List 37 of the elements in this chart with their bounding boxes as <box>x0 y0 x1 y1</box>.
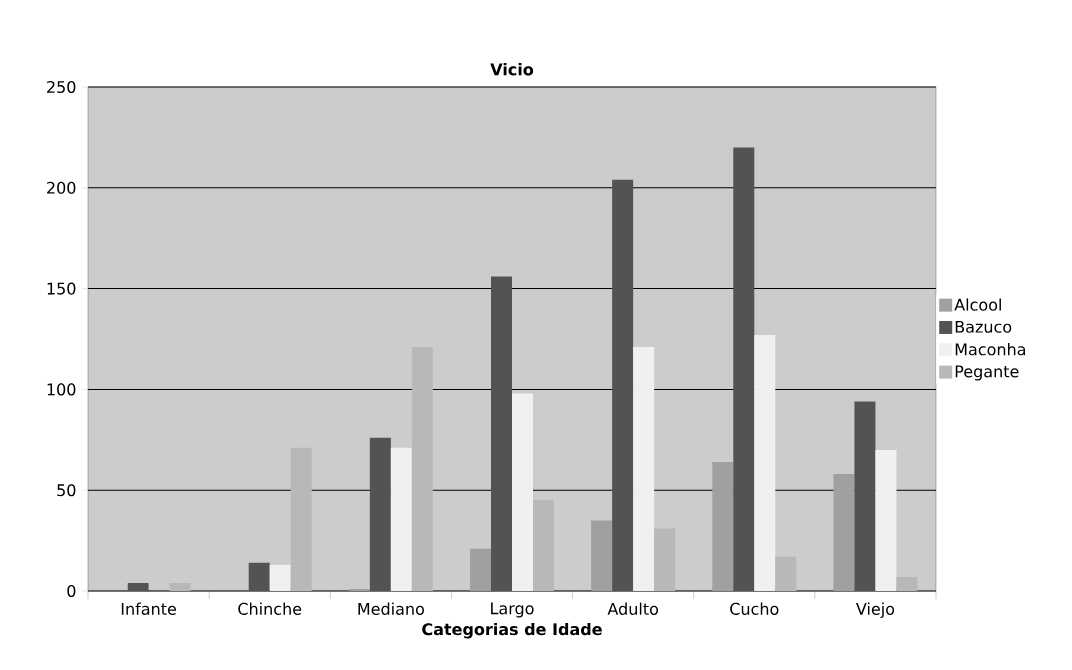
bar <box>896 576 918 591</box>
bar <box>411 347 433 591</box>
x-tick-label: Chinche <box>238 602 302 615</box>
bar <box>754 334 776 591</box>
legend-label: Pegante <box>955 365 1019 381</box>
bar <box>875 449 897 591</box>
x-tick-label: Mediano <box>358 602 424 615</box>
bar <box>533 500 554 591</box>
bar <box>712 461 734 591</box>
legend-label: Bazuco <box>955 320 1012 333</box>
y-tick-label: 200 <box>47 181 76 194</box>
bar <box>833 474 855 591</box>
y-tick-label: 250 <box>47 80 76 94</box>
x-tick-label: Cucho <box>730 602 779 615</box>
bar <box>512 393 533 591</box>
x-tick-label: Viejo <box>856 602 895 619</box>
bar <box>654 528 676 591</box>
y-tick-label: 50 <box>57 484 76 497</box>
bar <box>269 564 291 591</box>
chart-title: Vicio <box>490 63 534 76</box>
bar <box>470 548 491 591</box>
x-tick-label: Adulto <box>607 602 659 615</box>
x-axis-title: Categorias de Idade <box>422 622 602 639</box>
legend-label: Alcool <box>954 298 1001 311</box>
bar <box>591 520 613 591</box>
y-tick-label: 0 <box>67 584 76 598</box>
x-tick-label: Largo <box>491 602 534 618</box>
bar <box>633 347 655 591</box>
bar <box>390 447 412 591</box>
bar <box>348 588 370 591</box>
x-tick-label: Infante <box>121 602 176 615</box>
legend-label: Maconha <box>955 343 1026 356</box>
bar <box>290 447 312 591</box>
y-tick-label: 150 <box>47 282 76 295</box>
bar <box>169 582 191 591</box>
y-tick-label: 100 <box>47 383 76 396</box>
bar <box>775 556 797 591</box>
